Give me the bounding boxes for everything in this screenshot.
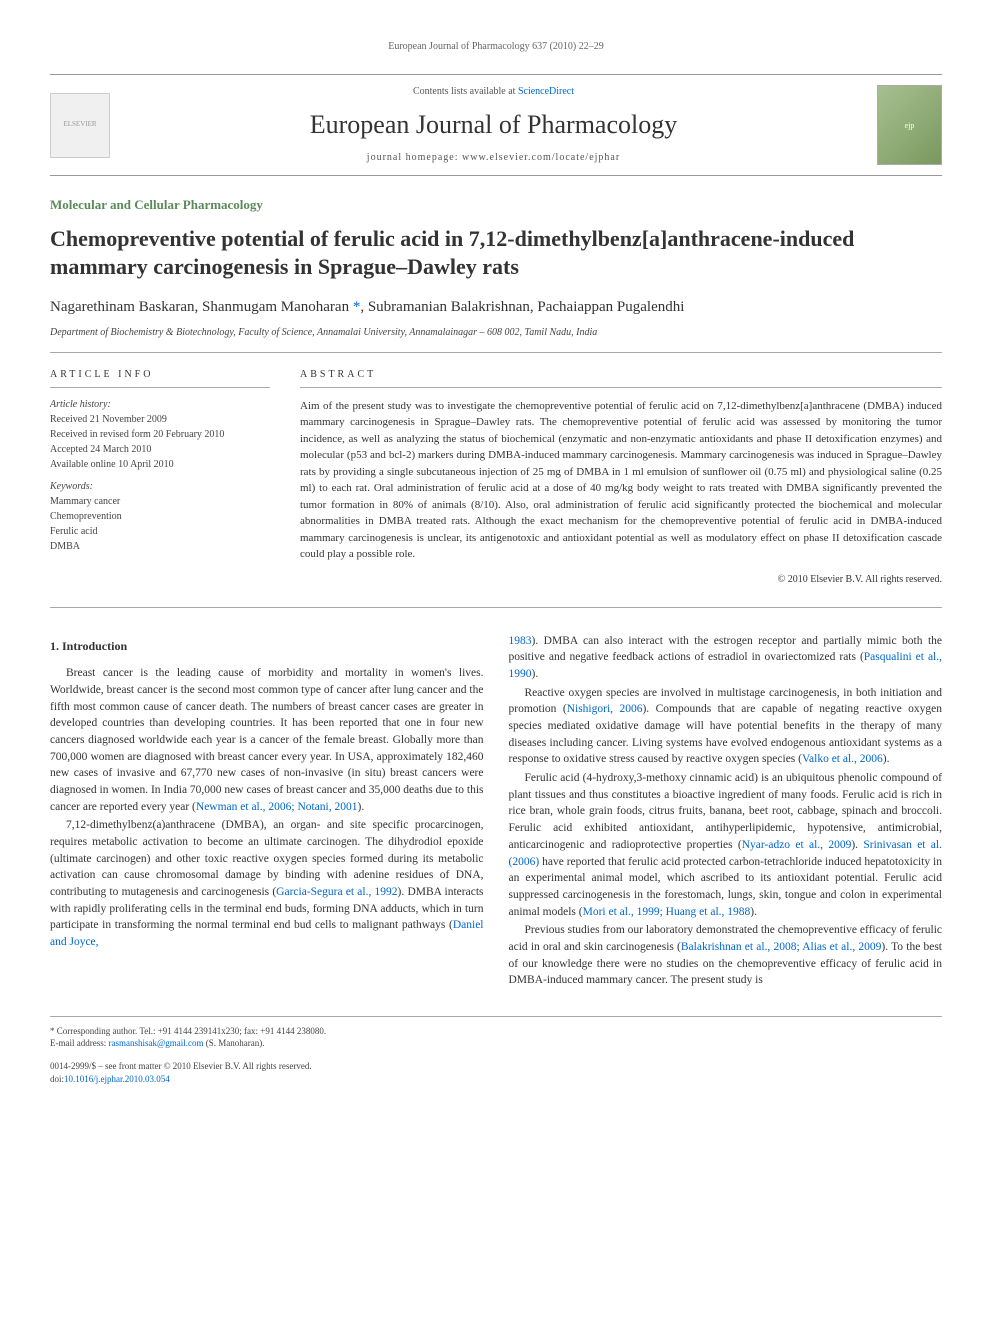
p1-text: Breast cancer is the leading cause of mo… xyxy=(50,667,484,812)
author-2: Shanmugam Manoharan xyxy=(202,299,353,315)
journal-title-block: Contents lists available at ScienceDirec… xyxy=(110,85,877,165)
issn-line: 0014-2999/$ – see front matter © 2010 El… xyxy=(50,1060,481,1073)
homepage-url[interactable]: www.elsevier.com/locate/ejphar xyxy=(462,152,620,163)
footer-right xyxy=(511,1025,942,1085)
p4-end: ). xyxy=(883,753,890,765)
cite-1983[interactable]: 1983 xyxy=(509,635,532,647)
doi-link[interactable]: 10.1016/j.ejphar.2010.03.054 xyxy=(64,1074,170,1084)
article-info-head: ARTICLE INFO xyxy=(50,368,270,388)
email-label: E-mail address: xyxy=(50,1038,108,1048)
p1-end: ). xyxy=(358,801,365,813)
p5-mid: ). xyxy=(851,839,863,851)
author-list: Nagarethinam Baskaran, Shanmugam Manohar… xyxy=(50,297,942,318)
cite-balakrishnan[interactable]: Balakrishnan et al., 2008; Alias et al.,… xyxy=(681,941,882,953)
info-abstract-row: ARTICLE INFO Article history: Received 2… xyxy=(50,368,942,608)
affiliation: Department of Biochemistry & Biotechnolo… xyxy=(50,326,942,353)
journal-cover-badge: ejp xyxy=(877,85,942,165)
paragraph-4: Reactive oxygen species are involved in … xyxy=(509,685,943,768)
paragraph-2: 7,12-dimethylbenz(a)anthracene (DMBA), a… xyxy=(50,817,484,950)
author-1: Nagarethinam Baskaran, xyxy=(50,299,202,315)
column-right: 1983). DMBA can also interact with the e… xyxy=(509,633,943,991)
article-info-column: ARTICLE INFO Article history: Received 2… xyxy=(50,368,270,587)
abstract-column: ABSTRACT Aim of the present study was to… xyxy=(300,368,942,587)
email-line: E-mail address: rasmanshisak@gmail.com (… xyxy=(50,1037,481,1050)
elsevier-logo: ELSEVIER xyxy=(50,93,110,158)
doi-line: doi:10.1016/j.ejphar.2010.03.054 xyxy=(50,1073,481,1086)
abstract-copyright: © 2010 Elsevier B.V. All rights reserved… xyxy=(300,573,942,587)
paragraph-1: Breast cancer is the leading cause of mo… xyxy=(50,665,484,815)
cite-garcia[interactable]: Garcia-Segura et al., 1992 xyxy=(276,886,397,898)
doi-prefix: doi: xyxy=(50,1074,64,1084)
p3-end: ). xyxy=(532,668,539,680)
cite-mori[interactable]: Mori et al., 1999; Huang et al., 1988 xyxy=(583,906,751,918)
footer: * Corresponding author. Tel.: +91 4144 2… xyxy=(50,1016,942,1085)
journal-header-bar: ELSEVIER Contents lists available at Sci… xyxy=(50,74,942,176)
revised-date: Received in revised form 20 February 201… xyxy=(50,427,270,442)
journal-name: European Journal of Pharmacology xyxy=(130,107,857,143)
section-1-head: 1. Introduction xyxy=(50,638,484,655)
email-suffix: (S. Manoharan). xyxy=(204,1038,265,1048)
paragraph-3: 1983). DMBA can also interact with the e… xyxy=(509,633,943,683)
column-left: 1. Introduction Breast cancer is the lea… xyxy=(50,633,484,991)
body-two-column: 1. Introduction Breast cancer is the lea… xyxy=(50,633,942,991)
p5-end: ). xyxy=(750,906,757,918)
keywords-label: Keywords: xyxy=(50,480,270,494)
contents-text: Contents lists available at xyxy=(413,86,518,97)
keyword-4: DMBA xyxy=(50,539,270,554)
cite-valko[interactable]: Valko et al., 2006 xyxy=(802,753,883,765)
abstract-text: Aim of the present study was to investig… xyxy=(300,398,942,563)
homepage-prefix: journal homepage: xyxy=(367,152,462,163)
paragraph-5: Ferulic acid (4-hydroxy,3-methoxy cinnam… xyxy=(509,770,943,920)
received-date: Received 21 November 2009 xyxy=(50,412,270,427)
cite-nyaradzo[interactable]: Nyar-adzo et al., 2009 xyxy=(742,839,852,851)
online-date: Available online 10 April 2010 xyxy=(50,457,270,472)
footer-left: * Corresponding author. Tel.: +91 4144 2… xyxy=(50,1025,481,1085)
paragraph-6: Previous studies from our laboratory dem… xyxy=(509,922,943,989)
contents-line: Contents lists available at ScienceDirec… xyxy=(130,85,857,99)
article-title: Chemopreventive potential of ferulic aci… xyxy=(50,225,942,282)
keyword-1: Mammary cancer xyxy=(50,494,270,509)
journal-homepage: journal homepage: www.elsevier.com/locat… xyxy=(130,151,857,165)
author-rest: , Subramanian Balakrishnan, Pachaiappan … xyxy=(360,299,684,315)
sciencedirect-link[interactable]: ScienceDirect xyxy=(518,86,574,97)
abstract-head: ABSTRACT xyxy=(300,368,942,388)
cite-newman[interactable]: Newman et al., 2006; Notani, 2001 xyxy=(196,801,358,813)
section-tag: Molecular and Cellular Pharmacology xyxy=(50,196,942,214)
history-label: Article history: xyxy=(50,398,270,412)
keyword-2: Chemoprevention xyxy=(50,509,270,524)
accepted-date: Accepted 24 March 2010 xyxy=(50,442,270,457)
keyword-3: Ferulic acid xyxy=(50,524,270,539)
running-header: European Journal of Pharmacology 637 (20… xyxy=(50,40,942,54)
email-link[interactable]: rasmanshisak@gmail.com xyxy=(108,1038,203,1048)
corresponding-note: * Corresponding author. Tel.: +91 4144 2… xyxy=(50,1025,481,1038)
cite-nishigori[interactable]: Nishigori, 2006 xyxy=(567,703,643,715)
